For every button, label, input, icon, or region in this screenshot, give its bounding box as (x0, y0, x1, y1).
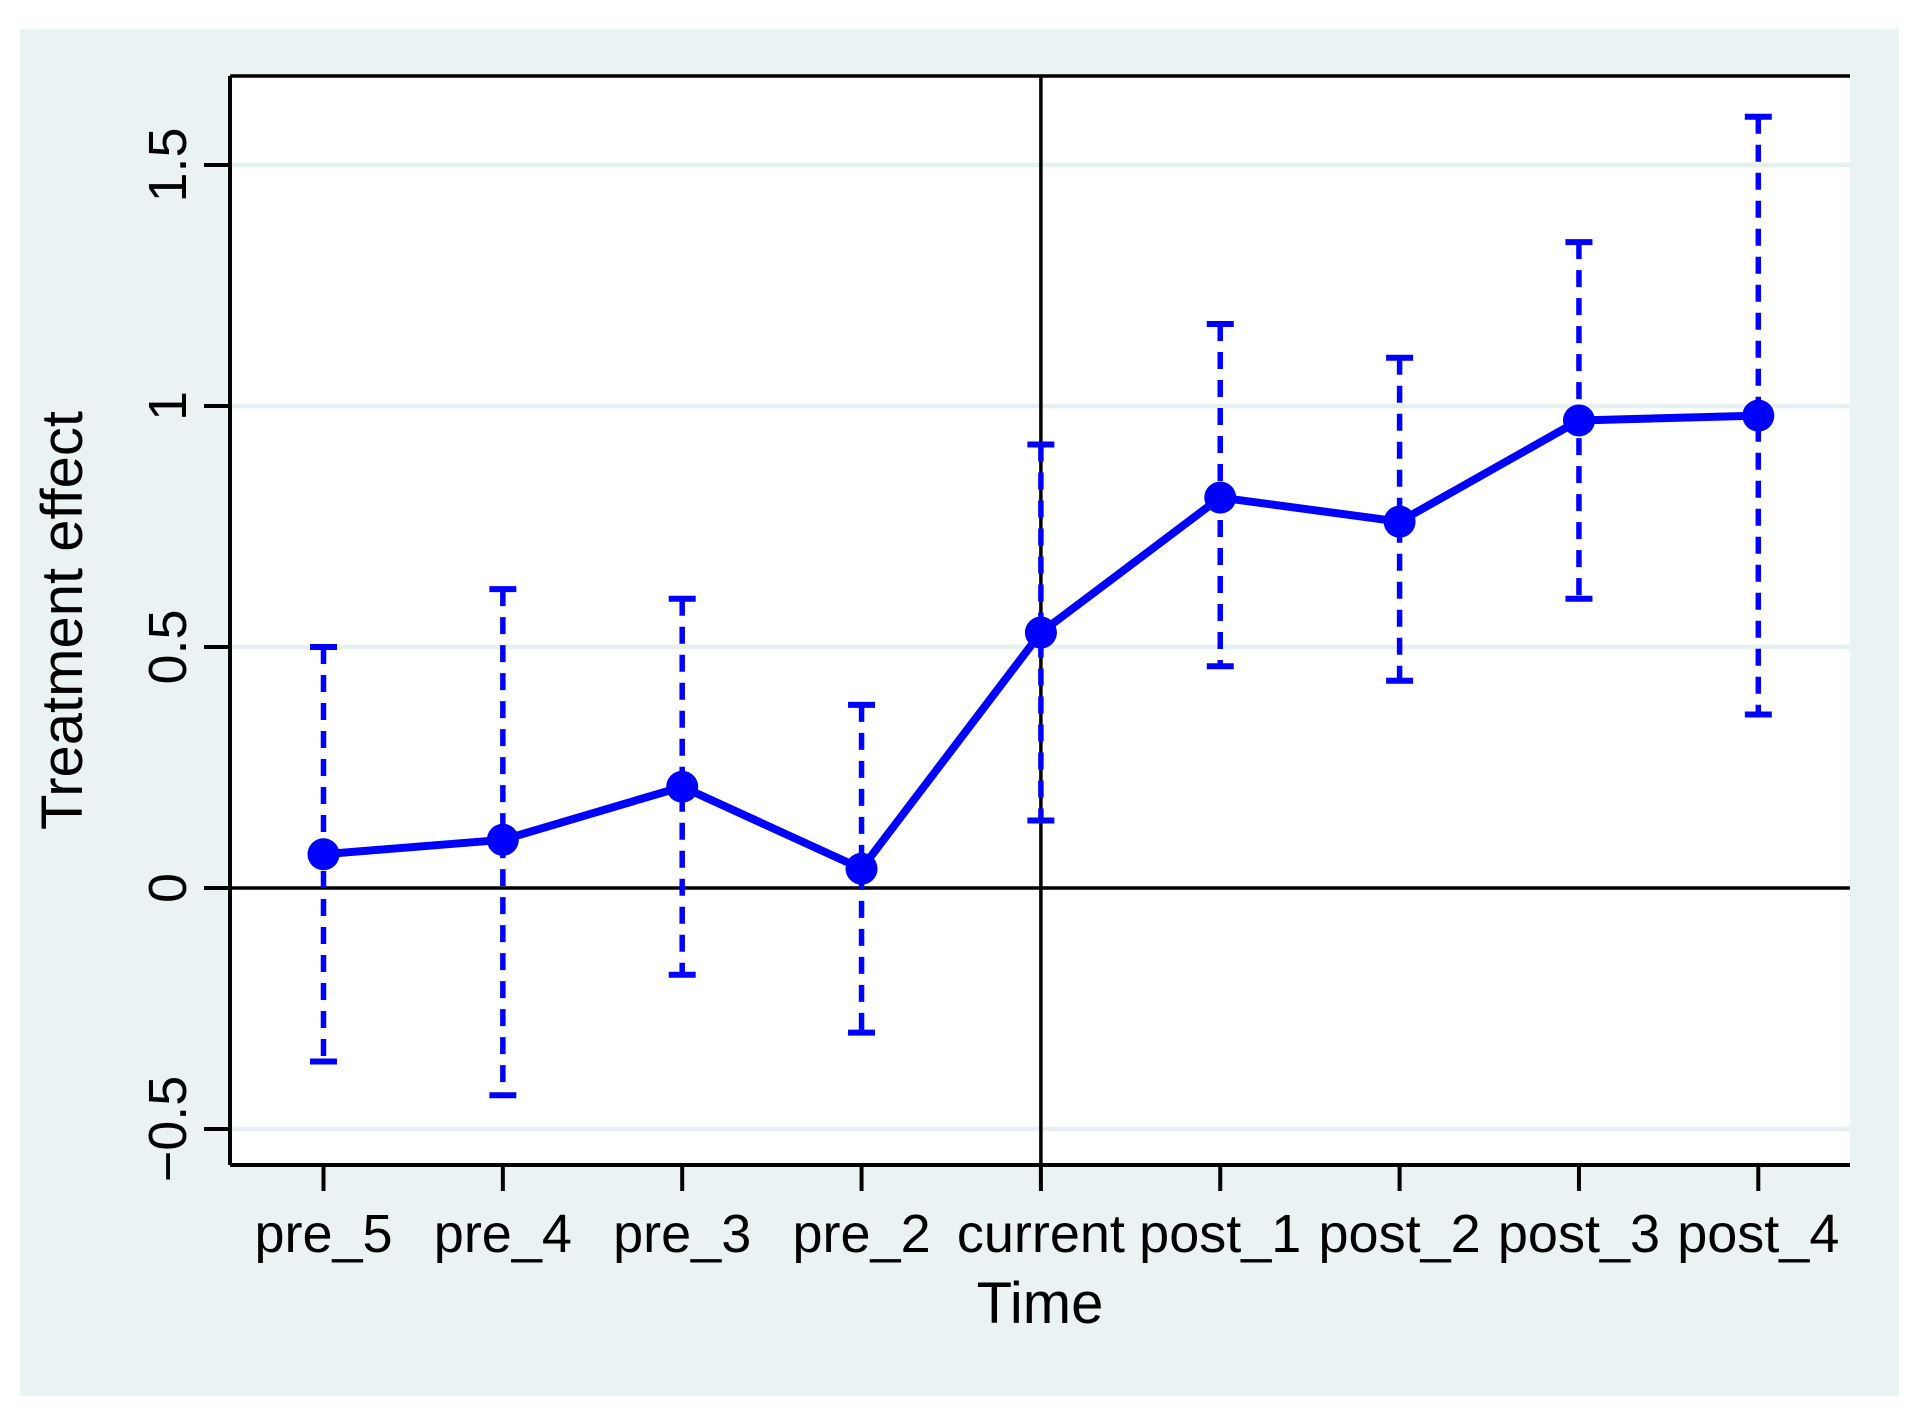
x-tick-label-pre_3: pre_3 (613, 1204, 751, 1264)
x-tick-label-post_4: post_4 (1677, 1204, 1839, 1264)
data-point-post_4 (1742, 399, 1775, 432)
x-tick-label-current: current (957, 1204, 1125, 1264)
x-tick-label-pre_4: pre_4 (434, 1204, 572, 1264)
data-point-current (1024, 616, 1057, 649)
data-point-pre_4 (486, 823, 519, 856)
x-tick-label-post_1: post_1 (1139, 1204, 1301, 1264)
data-point-post_2 (1383, 505, 1416, 538)
data-point-pre_3 (666, 770, 699, 803)
y-axis-title: Treatment effect (30, 411, 95, 830)
data-point-pre_5 (307, 838, 340, 871)
y-tick-label-1.5: 1.5 (138, 127, 198, 202)
x-tick-label-pre_5: pre_5 (254, 1204, 392, 1264)
y-tick-label-1: 1 (138, 391, 198, 421)
data-point-pre_2 (845, 852, 878, 885)
x-tick-label-pre_2: pre_2 (792, 1204, 930, 1264)
data-point-post_1 (1204, 481, 1237, 514)
x-tick-label-post_3: post_3 (1498, 1204, 1660, 1264)
y-tick-label-0: 0 (138, 873, 198, 903)
y-tick-label-0.5: 0.5 (138, 609, 198, 684)
data-point-post_3 (1562, 404, 1595, 437)
x-tick-label-post_2: post_2 (1319, 1204, 1481, 1264)
x-axis-title: Time (977, 1271, 1104, 1336)
y-tick-label--0.5: −0.5 (138, 1076, 198, 1183)
